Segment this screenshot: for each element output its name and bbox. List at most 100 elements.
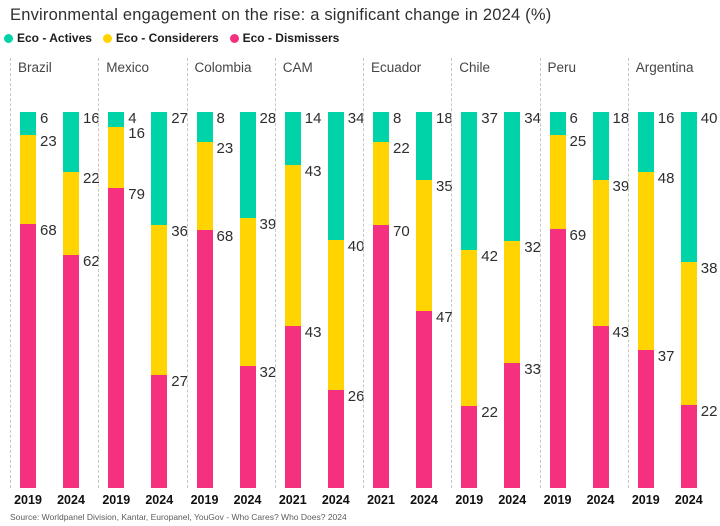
year-label: 2024 (586, 493, 615, 507)
value-label-considerers: 39 (259, 216, 277, 234)
country-label: Colombia (194, 60, 252, 75)
country-section-ecuador: Ecuador 8 22 70 2021 18 35 47 2024 (363, 58, 453, 507)
segment-dismissers: 37 (637, 349, 674, 488)
bar-group-ecuador-2024: 18 35 47 2024 (410, 111, 453, 512)
bar-group-brazil-2019: 6 23 68 2019 (14, 111, 57, 512)
segment-considerers: 43 (284, 163, 321, 327)
segment-dismissers: 68 (196, 228, 233, 489)
segment-actives: 4 (108, 111, 137, 128)
country-label: Peru (547, 60, 577, 75)
value-label-actives: 18 (436, 110, 453, 127)
value-label-considerers: 23 (216, 140, 234, 158)
stacked-bar-colombia-2024: 28 39 32 (239, 111, 276, 488)
value-label-actives: 16 (83, 110, 100, 127)
value-label-actives: 28 (259, 110, 277, 127)
year-label: 2024 (145, 493, 174, 507)
value-label-dismissers: 26 (347, 388, 365, 406)
year-label: 2021 (367, 493, 395, 507)
value-label-actives: 6 (40, 110, 49, 127)
value-label-considerers: 23 (40, 133, 57, 151)
value-label-actives: 37 (481, 110, 498, 127)
country-label: Ecuador (371, 60, 422, 75)
legend-label: Eco - Actives (17, 31, 92, 45)
year-label: 2024 (321, 493, 350, 507)
segment-considerers: 22 (373, 141, 410, 225)
value-label-dismissers: 79 (128, 185, 145, 203)
bar-group-mexico-2024: 27 36 27 2024 (145, 111, 188, 512)
actives-dot-icon (4, 33, 13, 43)
segment-dismissers: 69 (549, 227, 586, 488)
segment-actives: 16 (637, 111, 674, 172)
value-label-dismissers: 37 (657, 348, 675, 366)
segment-actives: 28 (239, 111, 276, 219)
value-label-actives: 6 (569, 110, 578, 127)
segment-considerers: 35 (416, 178, 453, 312)
legend: Eco - Actives Eco - Considerers Eco - Dism… (4, 31, 339, 45)
year-label: 2024 (674, 493, 703, 507)
year-label: 2019 (14, 493, 42, 507)
year-label: 2024 (233, 493, 262, 507)
country-section-colombia: Colombia 8 23 68 2019 28 39 32 2024 (186, 58, 276, 507)
value-label-considerers: 43 (304, 162, 322, 180)
segment-actives: 14 (284, 111, 321, 165)
segment-considerers: 32 (504, 240, 541, 363)
segment-actives: 6 (20, 111, 48, 136)
country-section-chile: Chile 37 42 22 2019 34 32 33 2024 (451, 58, 541, 507)
value-label-actives: 34 (347, 110, 365, 127)
value-label-considerers: 32 (524, 239, 541, 257)
segment-dismissers: 33 (504, 361, 541, 488)
legend-item-eco-actives: Eco - Actives (4, 31, 92, 45)
stacked-bar-cam-2021: 14 43 43 (284, 111, 321, 489)
bar-group-argentina-2019: 16 48 37 2019 (632, 111, 675, 512)
segment-considerers: 39 (592, 178, 629, 327)
chart-title: Environmental engagement on the rise: a … (10, 6, 552, 24)
value-label-considerers: 36 (171, 222, 188, 240)
year-label: 2024 (498, 493, 527, 507)
segment-considerers: 40 (327, 239, 364, 391)
bar-group-brazil-2024: 16 22 62 2024 (57, 111, 100, 512)
value-label-actives: 16 (657, 110, 675, 127)
segment-considerers: 36 (151, 224, 188, 376)
value-label-actives: 27 (171, 110, 188, 127)
value-label-considerers: 48 (657, 169, 675, 187)
stacked-bar-ecuador-2024: 18 35 47 (416, 111, 453, 488)
legend-item-eco-considerers: Eco - Considerers (102, 31, 219, 45)
bar-group-mexico-2019: 4 16 79 2019 (102, 111, 145, 512)
country-label: CAM (282, 60, 313, 75)
value-label-dismissers: 70 (393, 222, 410, 240)
value-label-considerers: 25 (569, 132, 587, 150)
country-label: Mexico (106, 60, 150, 75)
bar-group-peru-2024: 18 39 43 2024 (587, 111, 630, 512)
country-section-peru: Peru 6 25 69 2019 18 39 43 2024 (539, 58, 629, 507)
segment-actives: 18 (592, 111, 629, 180)
value-label-actives: 4 (128, 110, 137, 127)
value-label-dismissers: 68 (216, 227, 234, 245)
segment-dismissers: 79 (108, 187, 145, 488)
stacked-bar-mexico-2024: 27 36 27 (151, 111, 188, 488)
segment-dismissers: 22 (461, 405, 498, 489)
segment-considerers: 16 (108, 126, 145, 188)
segment-dismissers: 43 (284, 325, 321, 489)
year-label: 2019 (102, 493, 131, 507)
segment-actives: 27 (151, 111, 188, 225)
value-label-considerers: 22 (393, 140, 410, 158)
country-label: Argentina (635, 60, 694, 75)
segment-actives: 16 (63, 111, 100, 173)
considerers-dot-icon (102, 33, 112, 43)
segment-considerers: 38 (680, 261, 717, 406)
value-label-actives: 8 (393, 110, 402, 127)
stacked-bar-brazil-2019: 6 23 68 (20, 111, 57, 488)
bar-group-cam-2024: 34 40 26 2024 (322, 111, 365, 512)
value-label-dismissers: 47 (436, 309, 453, 327)
value-label-dismissers: 22 (481, 404, 498, 422)
year-label: 2019 (190, 493, 219, 507)
source-note: Source: Worldpanel Division, Kantar, Eur… (10, 512, 347, 522)
bar-group-chile-2024: 34 32 33 2024 (498, 111, 541, 512)
legend-label: Eco - Considerers (115, 31, 219, 45)
value-label-dismissers: 62 (83, 252, 100, 270)
segment-considerers: 22 (63, 171, 100, 255)
segment-actives: 40 (680, 111, 717, 263)
segment-dismissers: 43 (592, 325, 629, 489)
value-label-considerers: 16 (128, 125, 145, 143)
